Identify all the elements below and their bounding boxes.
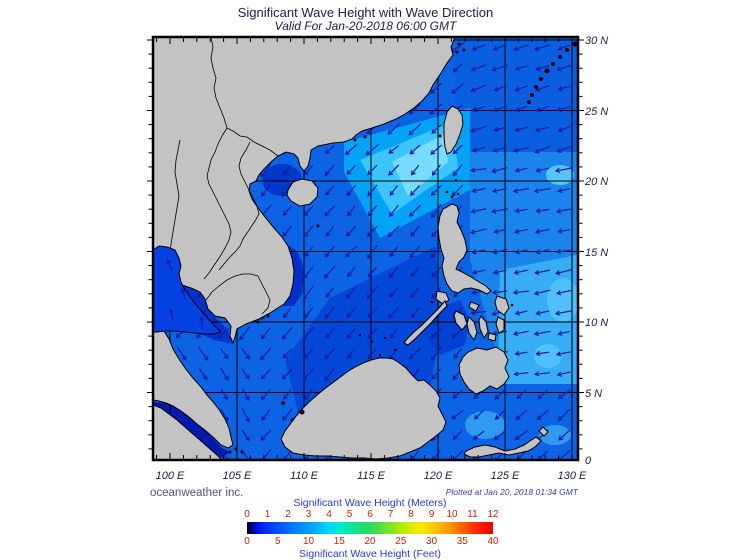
meters-tick-8: 8	[408, 509, 414, 520]
feet-tick-0: 0	[244, 536, 250, 547]
lat-label-5N: 5 N	[585, 388, 602, 400]
meters-tick-6: 6	[367, 509, 373, 520]
lat-label-15N: 15 N	[585, 247, 608, 259]
meters-tick-0: 0	[244, 509, 250, 520]
lat-label-10N: 10 N	[585, 317, 608, 329]
feet-tick-35: 35	[456, 536, 468, 547]
lon-label-105E: 105 E	[223, 470, 252, 482]
feet-tick-20: 20	[364, 536, 376, 547]
meters-tick-5: 5	[346, 509, 353, 520]
feet-tick-10: 10	[302, 536, 315, 547]
colorbar-title-feet: Significant Wave Height (Feet)	[298, 548, 441, 560]
colorbar-ticks-feet: 0 5 10 15 20 25 30 35 40	[244, 536, 498, 548]
meters-tick-9: 9	[428, 509, 435, 520]
plotted-timestamp: Plotted at Jan 20, 2018 01:34 GMT	[445, 487, 578, 497]
lon-label-130E: 130 E	[558, 470, 587, 482]
feet-tick-15: 15	[333, 536, 345, 547]
feet-tick-5: 5	[274, 536, 281, 547]
meters-tick-12: 12	[487, 509, 499, 520]
lon-label-115E: 115 E	[357, 470, 386, 482]
feet-tick-30: 30	[425, 536, 438, 547]
lon-label-100E: 100 E	[156, 470, 185, 482]
meters-tick-7: 7	[387, 509, 394, 520]
lat-label-30N: 30 N	[585, 35, 608, 47]
lon-label-110E: 110 E	[290, 470, 319, 482]
colorbar-gradient	[247, 522, 493, 534]
valid-time-subtitle: Valid For Jan-20-2018 06:00 GMT	[274, 19, 457, 33]
lon-label-120E: 120 E	[424, 470, 453, 482]
meters-tick-1: 1	[264, 509, 271, 520]
colorbar-title-meters: Significant Wave Height (Meters)	[293, 497, 447, 509]
meters-tick-2: 2	[285, 509, 291, 520]
meters-tick-10: 10	[446, 509, 458, 520]
feet-tick-40: 40	[487, 536, 499, 547]
meters-tick-11: 11	[467, 509, 478, 520]
page-title: Significant Wave Height with Wave Direct…	[237, 5, 494, 20]
lon-label-125E: 125 E	[491, 470, 520, 482]
lat-label-0: 0	[585, 455, 592, 467]
colorbar-ticks-meters: 0 1 2 3 4 5 6 7 8 9 10 11 12	[244, 509, 498, 521]
feet-tick-25: 25	[395, 536, 407, 547]
meters-tick-4: 4	[326, 509, 332, 520]
lat-label-20N: 20 N	[584, 176, 608, 188]
lat-label-25N: 25 N	[584, 106, 608, 118]
meters-tick-3: 3	[305, 509, 312, 520]
credit-text: oceanweather inc.	[150, 487, 244, 499]
